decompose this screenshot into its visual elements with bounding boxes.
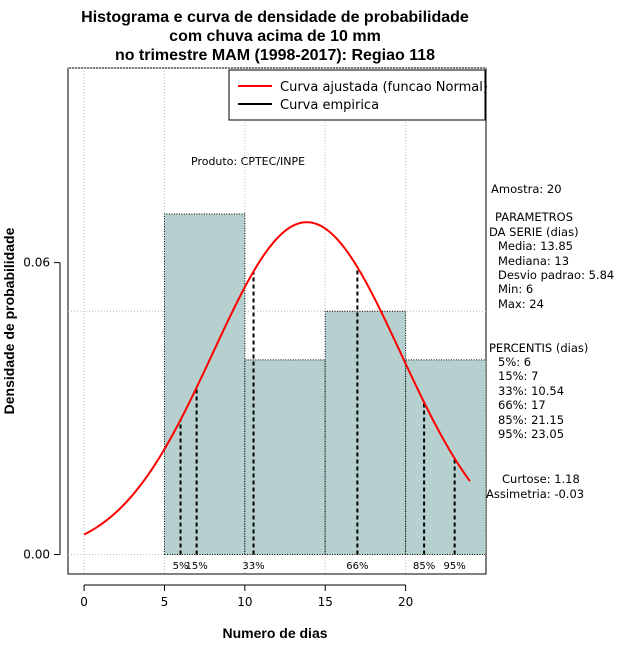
histogram-bar [325,311,406,555]
params-subheading: DA SERIE (dias) [489,225,579,239]
chart-title-line-2: com chuva acima de 10 mm [169,28,381,45]
chart-title-line-3: no trimestre MAM (1998-2017): Regiao 118 [115,47,435,64]
chart-title-line-1: Histograma e curva de densidade de proba… [81,9,469,26]
histogram-bar-outline [324,310,407,555]
param-max: Max: 24 [498,297,544,311]
percentile-label: 33% [242,561,264,572]
percentile-15: 15%: 7 [498,369,538,383]
percentile-95: 95%: 23.05 [498,427,564,441]
legend-label-empirical: Curva empirica [280,98,379,113]
histogram-bars [163,213,487,556]
x-tick-label: 20 [398,595,413,609]
histogram-bar-outline [163,213,246,555]
param-sd: Desvio padrao: 5.84 [498,268,614,282]
percentile-label: 85% [413,561,435,572]
percentile-label: 95% [444,561,466,572]
legend: Curva ajustada (funcao Normal) Curva emp… [228,69,488,121]
sample-size: Amostra: 20 [491,182,562,196]
x-axis-title: Numero de dias [222,625,327,641]
side-panel: Amostra: 20 PARAMETROS DA SERIE (dias) M… [486,182,614,501]
histogram-bar [244,359,326,555]
legend-label-fitted: Curva ajustada (funcao Normal) [280,80,488,95]
percentile-label: 5% [173,561,189,572]
plot-frame [67,67,487,575]
normal-curve-line [83,221,471,536]
product-annotation: Produto: CPTEC/INPE [191,155,305,168]
param-min: Min: 6 [498,282,533,296]
axes: 0 5 10 15 20 0.00 0.06 [23,256,413,609]
legend-box [228,69,486,121]
param-mean: Media: 13.85 [498,239,573,253]
percentile-85: 85%: 21.15 [498,413,564,427]
x-tick-label: 0 [80,595,88,609]
percentile-label: 66% [346,561,368,572]
histogram-bar [164,213,245,555]
percentile-label: 15% [185,561,207,572]
x-tick-label: 10 [237,595,252,609]
x-tick-label: 5 [161,595,169,609]
kurtosis: Curtose: 1.18 [502,472,580,486]
x-tick-label: 15 [318,595,333,609]
skewness: Assimetria: -0.03 [486,487,584,501]
percentiles-heading: PERCENTIS (dias) [489,341,588,355]
y-axis-title: Densidade de probabilidade [1,227,17,414]
percentile-33: 33%: 10.54 [498,384,564,398]
param-median: Mediana: 13 [498,254,569,268]
percentile-5: 5%: 6 [498,355,531,369]
y-tick-label: 0.00 [23,548,50,562]
percentile-markers: 5%15% 33% 66% 85% 95% [173,267,466,572]
percentile-66: 66%: 17 [498,398,546,412]
params-heading: PARAMETROS [495,210,573,224]
fitted-curve [83,221,471,536]
y-tick-label: 0.06 [23,256,50,270]
